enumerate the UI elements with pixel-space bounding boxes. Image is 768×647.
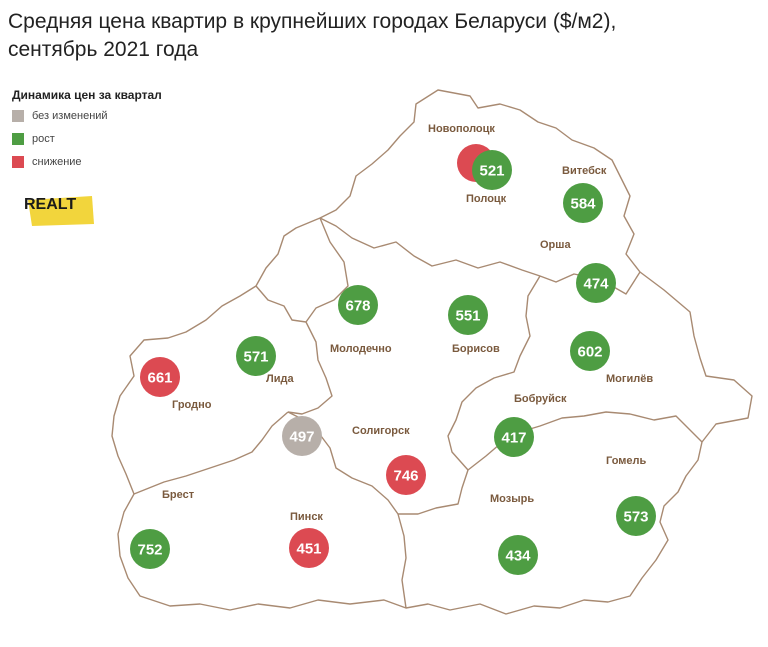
legend-swatch-no-change [12,110,24,122]
city-label-mogilev: Могилёв [606,373,653,385]
country-border [111,89,753,615]
city-label-grodno: Гродно [172,399,212,411]
legend-label-no-change: без изменений [32,110,108,122]
city-label-novopolotsk: Новополоцк [428,123,495,135]
city-label-orsha: Орша [540,239,571,251]
legend: Динамика цен за квартал без изменений ро… [12,88,162,171]
city-label-gomel: Гомель [606,455,647,467]
price-lida: 571 [243,349,268,366]
legend-item-no-change: без изменений [12,107,162,125]
border-grodno-detail [255,285,307,323]
city-label-soligorsk: Солигорск [352,425,410,437]
price-mozyr: 434 [505,548,531,565]
price-orsha: 474 [583,276,609,293]
region-borders [111,89,753,615]
marker-molodechno [338,285,378,325]
price-bobruisk: 417 [501,430,526,447]
price-gomel: 573 [623,509,648,526]
city-label-polotsk: Полоцк [466,193,507,205]
city-label-bobruisk: Бобруйск [514,393,567,405]
city-label-molodechno: Молодечно [330,343,392,355]
city-label-pinsk: Пинск [290,511,323,523]
marker-vitebsk [563,183,603,223]
price-soligorsk: 746 [393,468,418,485]
price-polotsk: 521 [479,163,504,180]
marker-borisov [448,295,488,335]
price-molodechno: 678 [345,298,370,315]
realt-logo: REALT [24,196,94,226]
city-label-vitebsk: Витебск [562,165,607,177]
marker-lida [236,336,276,376]
logo-background-shape [28,196,94,226]
map-title: Средняя цена квартир в крупнейших города… [8,8,748,64]
border-minsk-mogilev [447,275,541,471]
city-label-mozyr: Мозырь [490,493,534,505]
city-label-brest: Брест [162,489,195,501]
city-label-lida: Лида [266,373,294,385]
logo-text: REALT [24,196,76,213]
price-brest: 752 [137,542,162,559]
price-vitebsk: 584 [570,196,596,213]
legend-item-rise: рост [12,130,162,148]
legend-label-fall: снижение [32,156,82,168]
legend-item-fall: снижение [12,153,162,171]
marker-mozyr [498,535,538,575]
title-line-2: сентябрь 2021 года [8,38,199,61]
marker-gomel [616,496,656,536]
price-grodno: 661 [147,370,172,387]
marker-grodno [140,357,180,397]
marker-pinsk [289,528,329,568]
city-label-borisov: Борисов [452,343,500,355]
title-line-1: Средняя цена квартир в крупнейших города… [8,10,617,33]
legend-label-rise: рост [32,133,55,145]
city-labels: Новополоцк Полоцк Витебск Орша Молодечно… [162,123,653,523]
marker-baranovichi [282,416,322,456]
price-mogilev: 602 [577,344,602,361]
marker-soligorsk [386,455,426,495]
border-brest-gomel [397,513,407,609]
price-markers: 521 584 474 678 551 571 661 602 417 497 … [130,144,656,575]
marker-orsha [576,263,616,303]
legend-title: Динамика цен за квартал [12,88,162,102]
border-grodno-brest [133,411,289,495]
legend-swatch-fall [12,156,24,168]
marker-bobruisk [494,417,534,457]
price-pinsk: 451 [296,541,321,558]
marker-polotsk [472,150,512,190]
marker-brest [130,529,170,569]
border-grodno-minsk [287,217,349,415]
legend-swatch-rise [12,133,24,145]
price-borisov: 551 [455,308,480,325]
marker-mogilev [570,331,610,371]
price-baranovichi: 497 [289,429,314,446]
